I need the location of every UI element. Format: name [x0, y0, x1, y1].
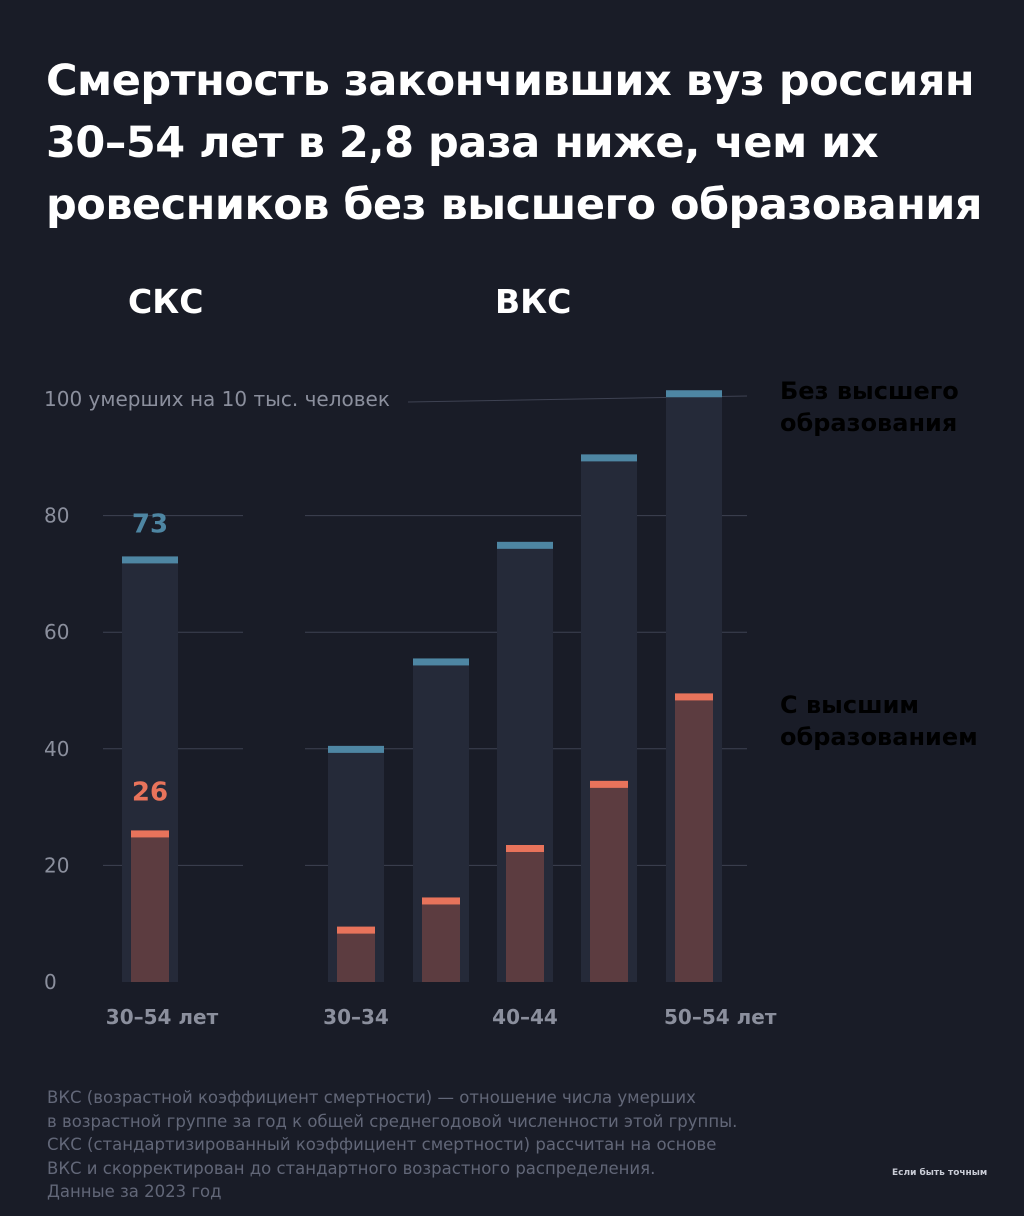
title-line: ровесников без высшего образования: [46, 180, 983, 230]
bar-higher-education: [590, 780, 628, 982]
footnote-line: в возрастной группе за год к общей средн…: [47, 1111, 738, 1131]
bar-higher-education: [506, 844, 544, 982]
brand-logo-text: Если быть точным: [892, 1168, 988, 1178]
footnote: ВКС (возрастной коэффициент смертности) …: [47, 1086, 807, 1204]
bar-higher-education: [675, 693, 713, 982]
x-tick-label: 40–44: [492, 1005, 558, 1029]
y-tick-label: 40: [44, 737, 69, 761]
y-tick-label: 100 умерших на 10 тыс. человек: [44, 387, 390, 411]
footnote-line: Данные за 2023 год: [47, 1182, 222, 1201]
chart-title: Смертность закончивших вуз россиян 30–54…: [46, 50, 1006, 236]
bar-higher-education: [422, 897, 460, 982]
legend-label: образования: [780, 409, 958, 437]
bar-cap-no-higher-education: [581, 454, 637, 462]
data-label-no-higher-education: 73: [132, 509, 168, 539]
bar-cap-no-higher-education: [497, 541, 553, 549]
bar-cap-no-higher-education: [413, 658, 469, 666]
y-tick-label: 0: [44, 970, 57, 994]
section-label-sks: СКС: [128, 282, 204, 321]
bar-cap-higher-education: [337, 926, 375, 934]
y-tick-label: 60: [44, 620, 69, 644]
title-line: 30–54 лет в 2,8 раза ниже, чем их: [46, 118, 879, 168]
title-line: Смертность закончивших вуз россиян: [46, 56, 975, 106]
x-tick-label: 50–54 лет: [664, 1005, 777, 1029]
bar-higher-education: [337, 926, 375, 982]
footnote-line: ВКС (возрастной коэффициент смертности) …: [47, 1088, 696, 1107]
bar-higher-education: [131, 830, 169, 982]
bar-cap-no-higher-education: [666, 390, 722, 398]
bar-cap-higher-education: [506, 844, 544, 852]
section-label-vks: ВКС: [495, 282, 572, 321]
legend-label: С высшим: [780, 691, 920, 719]
legend-label: образованием: [780, 723, 978, 751]
bar-cap-no-higher-education: [328, 745, 384, 753]
y-tick-label: 20: [44, 853, 69, 877]
bar-cap-no-higher-education: [122, 556, 178, 564]
footnote-line: СКС (стандартизированный коэффициент сме…: [47, 1135, 717, 1154]
y-tick-label: 80: [44, 504, 69, 528]
bar-cap-higher-education: [590, 780, 628, 788]
legend-label: Без высшего: [780, 377, 959, 405]
legend-higher-education: С высшим образованием: [780, 689, 978, 753]
bar-cap-higher-education: [675, 693, 713, 701]
data-label-higher-education: 26: [132, 777, 168, 807]
x-tick-label: 30–34: [323, 1005, 389, 1029]
legend-no-higher-education: Без высшего образования: [780, 375, 959, 439]
bar-cap-higher-education: [131, 830, 169, 838]
x-tick-label: 30–54 лет: [106, 1005, 219, 1029]
footnote-line: ВКС и скорректирован до стандартного воз…: [47, 1158, 656, 1178]
bar-cap-higher-education: [422, 897, 460, 905]
